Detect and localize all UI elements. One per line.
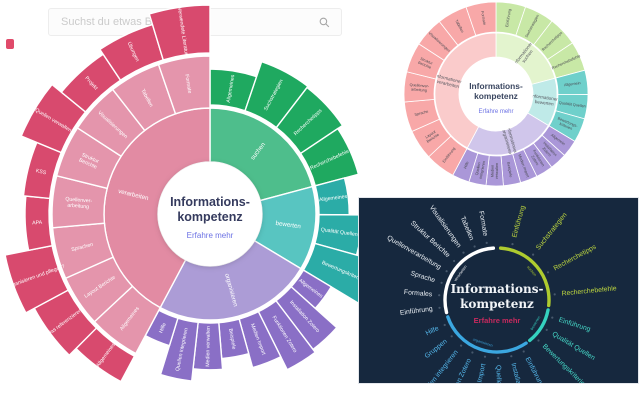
- topic-einführung[interactable]: Einführung: [524, 356, 545, 383]
- topic-sprache[interactable]: Sprache: [410, 270, 436, 284]
- topic-suchstrategien[interactable]: Suchstrategien: [535, 211, 569, 251]
- center-title: Informations-: [451, 282, 544, 296]
- segment-formate[interactable]: [465, 1, 497, 36]
- arc-organisieren[interactable]: [446, 315, 528, 354]
- tick-dot: [438, 306, 441, 309]
- panel-light-large: suchenAllgemeinesSuchstrategienRecherche…: [4, 4, 386, 383]
- tick-dot: [522, 350, 525, 353]
- topic-formales[interactable]: Formales: [404, 289, 433, 298]
- tick-dot: [546, 271, 550, 274]
- topic-funktionen-zotero[interactable]: Funktionen Zotero: [443, 357, 473, 383]
- topic-einführung[interactable]: Einführung: [558, 317, 592, 334]
- arc-bewerten[interactable]: [528, 308, 550, 343]
- tick-dot: [471, 351, 474, 354]
- wheel-center: [459, 57, 533, 131]
- arc-suchen[interactable]: [498, 246, 551, 308]
- tick-dot: [510, 355, 513, 358]
- topic-quellenverarbeitung[interactable]: Quellenverarbeitung: [386, 234, 443, 271]
- segment-apa[interactable]: [24, 195, 53, 252]
- topic-formate[interactable]: Formate: [477, 211, 488, 237]
- tick-dot: [453, 259, 456, 263]
- tick-dot: [460, 344, 463, 347]
- segment-verwendete-literatur[interactable]: [148, 4, 211, 61]
- center-link[interactable]: Erfahre mehr: [474, 316, 521, 325]
- topic-qualität-quellen[interactable]: Qualität Quellen: [551, 331, 597, 362]
- topic-bewertungskriterien[interactable]: Bewertungskriterien: [541, 343, 589, 383]
- tick-dot: [483, 355, 487, 358]
- panel-pastel-small: Informationensuchen Einführung Suchstrateg…: [400, 0, 600, 190]
- tick-dot: [445, 270, 448, 273]
- tick-dot: [485, 241, 488, 244]
- tick-dot: [473, 245, 476, 248]
- tick-dot: [545, 328, 548, 331]
- topic-medien-import[interactable]: Medien Import: [472, 363, 488, 383]
- segment-formate[interactable]: [157, 55, 211, 115]
- topic-einführung[interactable]: Einführung: [511, 205, 527, 239]
- tick-dot: [450, 335, 453, 338]
- tick-dot: [553, 293, 556, 296]
- topic-struktur-berichte[interactable]: Struktur Berichte: [409, 220, 451, 259]
- topic-hilfe[interactable]: Hilfe: [425, 325, 440, 337]
- topic-einführung[interactable]: Einführung: [400, 306, 434, 317]
- tick-dot: [537, 339, 540, 342]
- tick-dot: [497, 356, 500, 360]
- tick-dot: [443, 323, 446, 327]
- tick-dot: [440, 281, 443, 284]
- tick-dot: [532, 253, 535, 256]
- center-title: kompetenz: [460, 297, 534, 311]
- tick-dot: [511, 243, 514, 246]
- search-icon[interactable]: [318, 16, 331, 29]
- topic-gruppen[interactable]: Gruppen: [424, 338, 449, 360]
- brand-mark: [6, 39, 14, 49]
- arc-verarbeiten[interactable]: [443, 246, 496, 315]
- topic-recherchebefehle[interactable]: Recherchebefehle: [561, 285, 617, 297]
- topic-visualisierungen[interactable]: Visualisierungen: [428, 204, 463, 249]
- tick-dot: [551, 316, 554, 319]
- topic-tabellen[interactable]: Tabellen: [459, 215, 475, 241]
- tick-dot: [462, 251, 465, 254]
- topic-quellen-integrieren[interactable]: Quellen integrieren: [419, 349, 460, 383]
- wheel-center: [158, 162, 262, 266]
- tick-dot: [438, 294, 441, 297]
- topic-installation-zotero[interactable]: Installation Zotero: [509, 362, 529, 383]
- panel-dark: suchen Einführung Suchstrategien Recherchet…: [358, 197, 639, 384]
- topic-recherchetipps[interactable]: Recherchetipps: [553, 243, 598, 272]
- topic-quellen-zotero[interactable]: Quellen Zotero: [495, 365, 503, 383]
